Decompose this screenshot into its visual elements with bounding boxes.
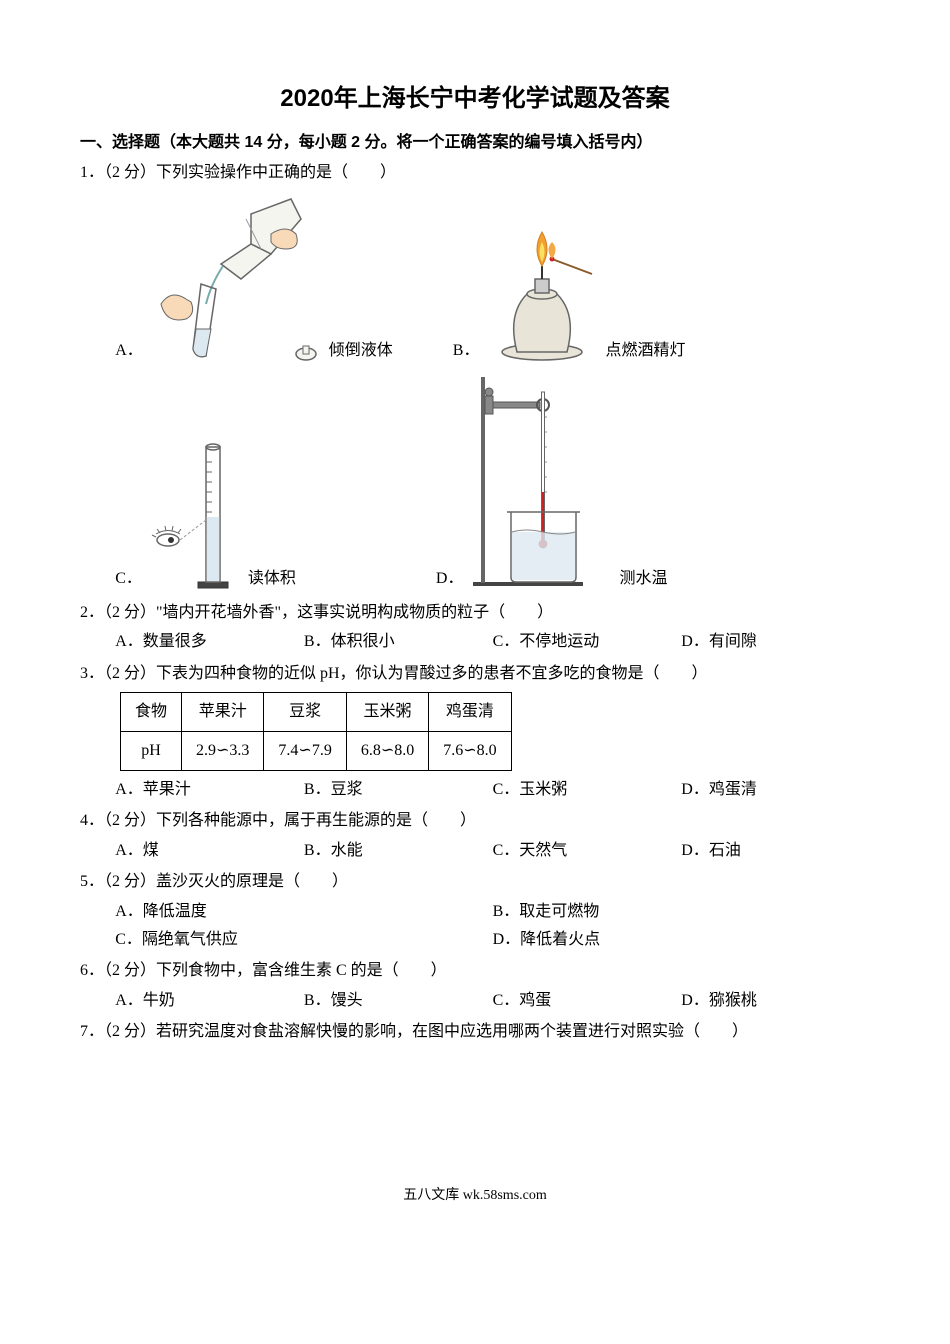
table-row-data: pH 2.9∽3.3 7.4∽7.9 6.8∽8.0 7.6∽8.0 [121, 731, 512, 770]
question-5: 5．（2 分）盖沙灭火的原理是（ ） A．降低温度 B．取走可燃物 C．隔绝氧气… [80, 869, 870, 952]
pour-liquid-icon [151, 194, 321, 364]
q4-options: A．煤 B．水能 C．天然气 D．石油 [80, 838, 870, 864]
q2-d: D．有间隙 [681, 629, 870, 655]
table-row-header: 食物 苹果汁 豆浆 玉米粥 鸡蛋清 [121, 693, 512, 732]
td-4: 7.6∽8.0 [429, 731, 511, 770]
q4-d: D．石油 [681, 838, 870, 864]
q1-c-label: C． [115, 566, 142, 592]
q1-row-ab: A． 倾倒液体 B． [80, 194, 870, 364]
q2-a: A．数量很多 [115, 629, 304, 655]
q5-d: D．降低着火点 [493, 927, 870, 953]
q1-d-caption: 测水温 [619, 566, 667, 592]
q1-opt-a: A． 倾倒液体 [115, 194, 393, 364]
q6-d: D．猕猴桃 [681, 988, 870, 1014]
q4-a: A．煤 [115, 838, 304, 864]
td-1: 2.9∽3.3 [182, 731, 264, 770]
q6-c: C．鸡蛋 [493, 988, 682, 1014]
q4-c: C．天然气 [493, 838, 682, 864]
th-3: 玉米粥 [346, 693, 428, 732]
q3-options: A．苹果汁 B．豆浆 C．玉米粥 D．鸡蛋清 [80, 777, 870, 803]
measure-temp-icon [471, 372, 611, 592]
q5-b: B．取走可燃物 [493, 899, 870, 925]
q3-stem: 3．（2 分）下表为四种食物的近似 pH，你认为胃酸过多的患者不宜多吃的食物是（… [80, 661, 870, 687]
page-title: 2020年上海长宁中考化学试题及答案 [80, 80, 870, 118]
q3-table: 食物 苹果汁 豆浆 玉米粥 鸡蛋清 pH 2.9∽3.3 7.4∽7.9 6.8… [120, 692, 512, 770]
q1-c-caption: 读体积 [248, 566, 296, 592]
td-2: 7.4∽7.9 [264, 731, 346, 770]
q6-a: A．牛奶 [115, 988, 304, 1014]
q5-a: A．降低温度 [115, 899, 492, 925]
question-1: 1．（2 分）下列实验操作中正确的是（ ） A． [80, 160, 870, 592]
q2-stem: 2．（2 分）"墙内开花墙外香"，这事实说明构成物质的粒子（ ） [80, 600, 870, 626]
question-4: 4．（2 分）下列各种能源中，属于再生能源的是（ ） A．煤 B．水能 C．天然… [80, 808, 870, 863]
q1-opt-d: D． [436, 372, 668, 592]
question-2: 2．（2 分）"墙内开花墙外香"，这事实说明构成物质的粒子（ ） A．数量很多 … [80, 600, 870, 655]
q1-b-label: B． [453, 338, 480, 364]
th-4: 鸡蛋清 [429, 693, 511, 732]
q4-stem: 4．（2 分）下列各种能源中，属于再生能源的是（ ） [80, 808, 870, 834]
q3-a: A．苹果汁 [115, 777, 304, 803]
q3-c: C．玉米粥 [493, 777, 682, 803]
question-7: 7．（2 分）若研究温度对食盐溶解快慢的影响，在图中应选用哪两个装置进行对照实验… [80, 1019, 870, 1045]
q6-b: B．馒头 [304, 988, 493, 1014]
q1-opt-c: C． [115, 412, 296, 592]
q2-c: C．不停地运动 [493, 629, 682, 655]
q1-a-caption: 倾倒液体 [329, 338, 393, 364]
q1-d-label: D． [436, 566, 464, 592]
q5-stem: 5．（2 分）盖沙灭火的原理是（ ） [80, 869, 870, 895]
q1-a-label: A． [115, 338, 143, 364]
td-0: pH [121, 731, 182, 770]
question-3: 3．（2 分）下表为四种食物的近似 pH，你认为胃酸过多的患者不宜多吃的食物是（… [80, 661, 870, 802]
q1-b-caption: 点燃酒精灯 [605, 338, 685, 364]
q6-stem: 6．（2 分）下列食物中，富含维生素 C 的是（ ） [80, 958, 870, 984]
q2-b: B．体积很小 [304, 629, 493, 655]
th-2: 豆浆 [264, 693, 346, 732]
th-0: 食物 [121, 693, 182, 732]
q3-d: D．鸡蛋清 [681, 777, 870, 803]
question-6: 6．（2 分）下列食物中，富含维生素 C 的是（ ） A．牛奶 B．馒头 C．鸡… [80, 958, 870, 1013]
read-volume-icon [150, 412, 240, 592]
q6-options: A．牛奶 B．馒头 C．鸡蛋 D．猕猴桃 [80, 988, 870, 1014]
q5-options-2: C．隔绝氧气供应 D．降低着火点 [80, 927, 870, 953]
th-1: 苹果汁 [182, 693, 264, 732]
q7-stem: 7．（2 分）若研究温度对食盐溶解快慢的影响，在图中应选用哪两个装置进行对照实验… [80, 1019, 870, 1045]
q4-b: B．水能 [304, 838, 493, 864]
page-footer: 五八文库 wk.58sms.com [80, 1185, 870, 1207]
q3-b: B．豆浆 [304, 777, 493, 803]
q5-c: C．隔绝氧气供应 [115, 927, 492, 953]
section-heading: 一、选择题（本大题共 14 分，每小题 2 分。将一个正确答案的编号填入括号内） [80, 130, 870, 156]
q1-row-cd: C． [80, 372, 870, 592]
q1-opt-b: B． 点燃酒精灯 [453, 224, 686, 364]
q1-stem: 1．（2 分）下列实验操作中正确的是（ ） [80, 160, 870, 186]
td-3: 6.8∽8.0 [346, 731, 428, 770]
q2-options: A．数量很多 B．体积很小 C．不停地运动 D．有间隙 [80, 629, 870, 655]
q5-options-1: A．降低温度 B．取走可燃物 [80, 899, 870, 925]
light-lamp-icon [487, 224, 597, 364]
